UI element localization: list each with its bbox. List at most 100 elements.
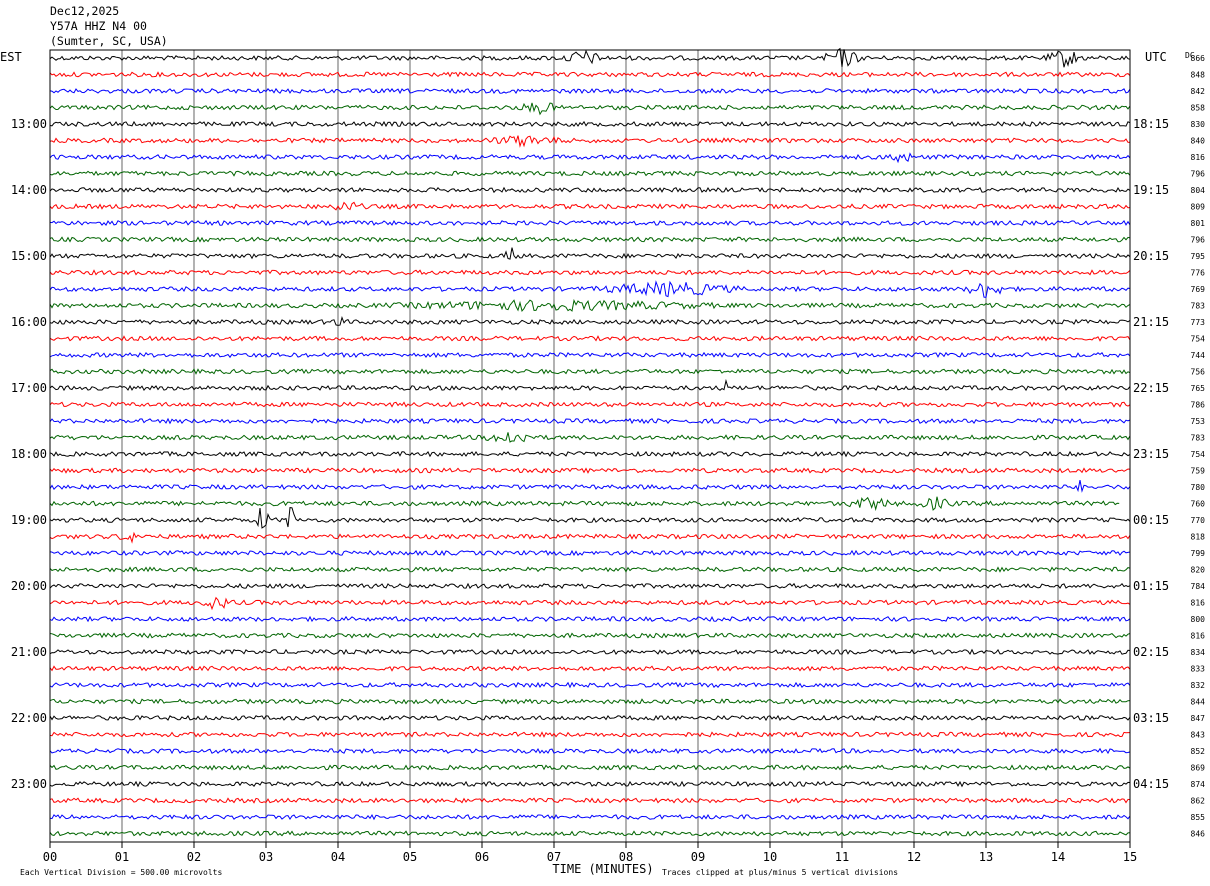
dc-offset-label: 756 [1191,368,1206,377]
x-axis-title: TIME (MINUTES) [552,862,653,876]
utc-hour-label: 02:15 [1133,645,1169,659]
utc-hour-label: 23:15 [1133,447,1169,461]
plot-frame [49,49,1131,843]
x-tick-label: 05 [403,850,417,864]
est-hour-label: 17:00 [11,381,47,395]
est-hour-label: 14:00 [11,183,47,197]
header-location: (Sumter, SC, USA) [50,34,168,48]
dc-offset-label: 840 [1191,137,1206,146]
header-date: Dec12,2025 [50,4,120,18]
seismic-trace [49,731,1130,738]
seismic-trace [49,496,1120,512]
seismic-trace [49,170,1131,177]
dc-offset-label: 760 [1191,500,1206,509]
utc-hour-label: 04:15 [1133,777,1169,791]
seismic-trace [49,632,1131,639]
x-tick-label: 04 [331,850,345,864]
seismic-trace [49,298,1131,312]
seismic-trace [49,368,1131,375]
est-hour-label: 20:00 [11,579,47,593]
dc-offset-label: 862 [1191,797,1206,806]
seismic-trace [49,247,1131,260]
seismic-trace [49,236,1131,243]
dc-offset-label: 816 [1191,153,1206,162]
seismic-trace [49,269,1131,276]
seismic-trace [49,87,1131,95]
seismic-trace [49,335,1131,342]
dc-offset-label: 804 [1191,186,1206,195]
seismic-trace [49,813,1131,821]
est-hour-label: 23:00 [11,777,47,791]
seismic-trace [49,549,1131,557]
seismic-trace [49,378,1131,392]
dc-offset-label: 776 [1191,269,1206,278]
utc-axis-label: UTC [1145,50,1167,64]
seismic-trace [49,780,1131,788]
dc-offset-label: 852 [1191,747,1206,756]
est-hour-label: 22:00 [11,711,47,725]
x-tick-label: 06 [475,850,489,864]
seismic-trace [49,764,1131,771]
seismic-trace [49,450,1131,458]
seismic-trace [49,747,1131,755]
est-hour-label: 18:00 [11,447,47,461]
dc-offset-label: 765 [1191,384,1206,393]
seismic-trace [49,102,1131,116]
x-tick-label: 00 [43,850,57,864]
x-tick-label: 07 [547,850,561,864]
dc-offset-label: 866 [1191,54,1206,63]
dc-offset-label: 846 [1191,830,1206,839]
dc-offset-label: 818 [1191,533,1206,542]
footer-clip-note: Traces clipped at plus/minus 5 vertical … [662,868,898,877]
dc-offset-label: 799 [1191,549,1206,558]
est-hour-label: 16:00 [11,315,47,329]
dc-offset-label: 843 [1191,731,1206,740]
axis-labels: 00 01 02 03 04 05 06 07 08 09 10 11 12 13 14 15 866 848 84… [0,50,1205,877]
utc-hour-label: 01:15 [1133,579,1169,593]
seismic-traces [49,47,1131,837]
header-station: Y57A HHZ N4 00 [50,19,147,33]
chart-grid [49,50,1131,848]
x-tick-label: 01 [115,850,129,864]
utc-hour-label: 03:15 [1133,711,1169,725]
utc-hour-label: 22:15 [1133,381,1169,395]
est-axis-label: EST [0,50,22,64]
seismic-trace [49,531,1131,544]
dc-offset-label: 783 [1191,434,1206,443]
footer-scale-note: Each Vertical Division = 500.00 microvol… [20,868,222,877]
dc-offset-label: 820 [1191,566,1206,575]
dc-offset-label: 786 [1191,401,1206,410]
dc-offset-label: 816 [1191,632,1206,641]
seismic-trace [49,401,1131,408]
x-tick-label: 12 [907,850,921,864]
utc-hour-label: 20:15 [1133,249,1169,263]
dc-offset-label: 833 [1191,665,1206,674]
dc-offset-label: 770 [1191,516,1206,525]
x-tick-label: 03 [259,850,273,864]
seismic-trace [49,186,1131,194]
dc-offset-label: 800 [1191,615,1206,624]
seismic-trace [49,315,1131,326]
utc-hour-label: 21:15 [1133,315,1169,329]
dc-offset-label: 769 [1191,285,1206,294]
x-tick-label: 09 [691,850,705,864]
dc-offset-label: 830 [1191,120,1206,129]
utc-hour-label: 00:15 [1133,513,1169,527]
seismic-trace [49,417,1131,425]
seismic-trace [49,467,1131,474]
dc-header-label: DC [1185,51,1195,60]
dc-offset-label: 801 [1191,219,1206,228]
dc-offset-label: 855 [1191,813,1206,822]
seismic-trace [49,665,1131,672]
dc-offset-label: 780 [1191,483,1206,492]
est-hour-label: 19:00 [11,513,47,527]
x-tick-label: 11 [835,850,849,864]
seismic-trace [49,566,1131,573]
dc-offset-label: 844 [1191,698,1206,707]
seismic-trace [49,120,1131,128]
utc-hour-label: 19:15 [1133,183,1169,197]
dc-offset-label: 796 [1191,170,1206,179]
seismic-trace [49,219,1131,227]
x-tick-label: 08 [619,850,633,864]
